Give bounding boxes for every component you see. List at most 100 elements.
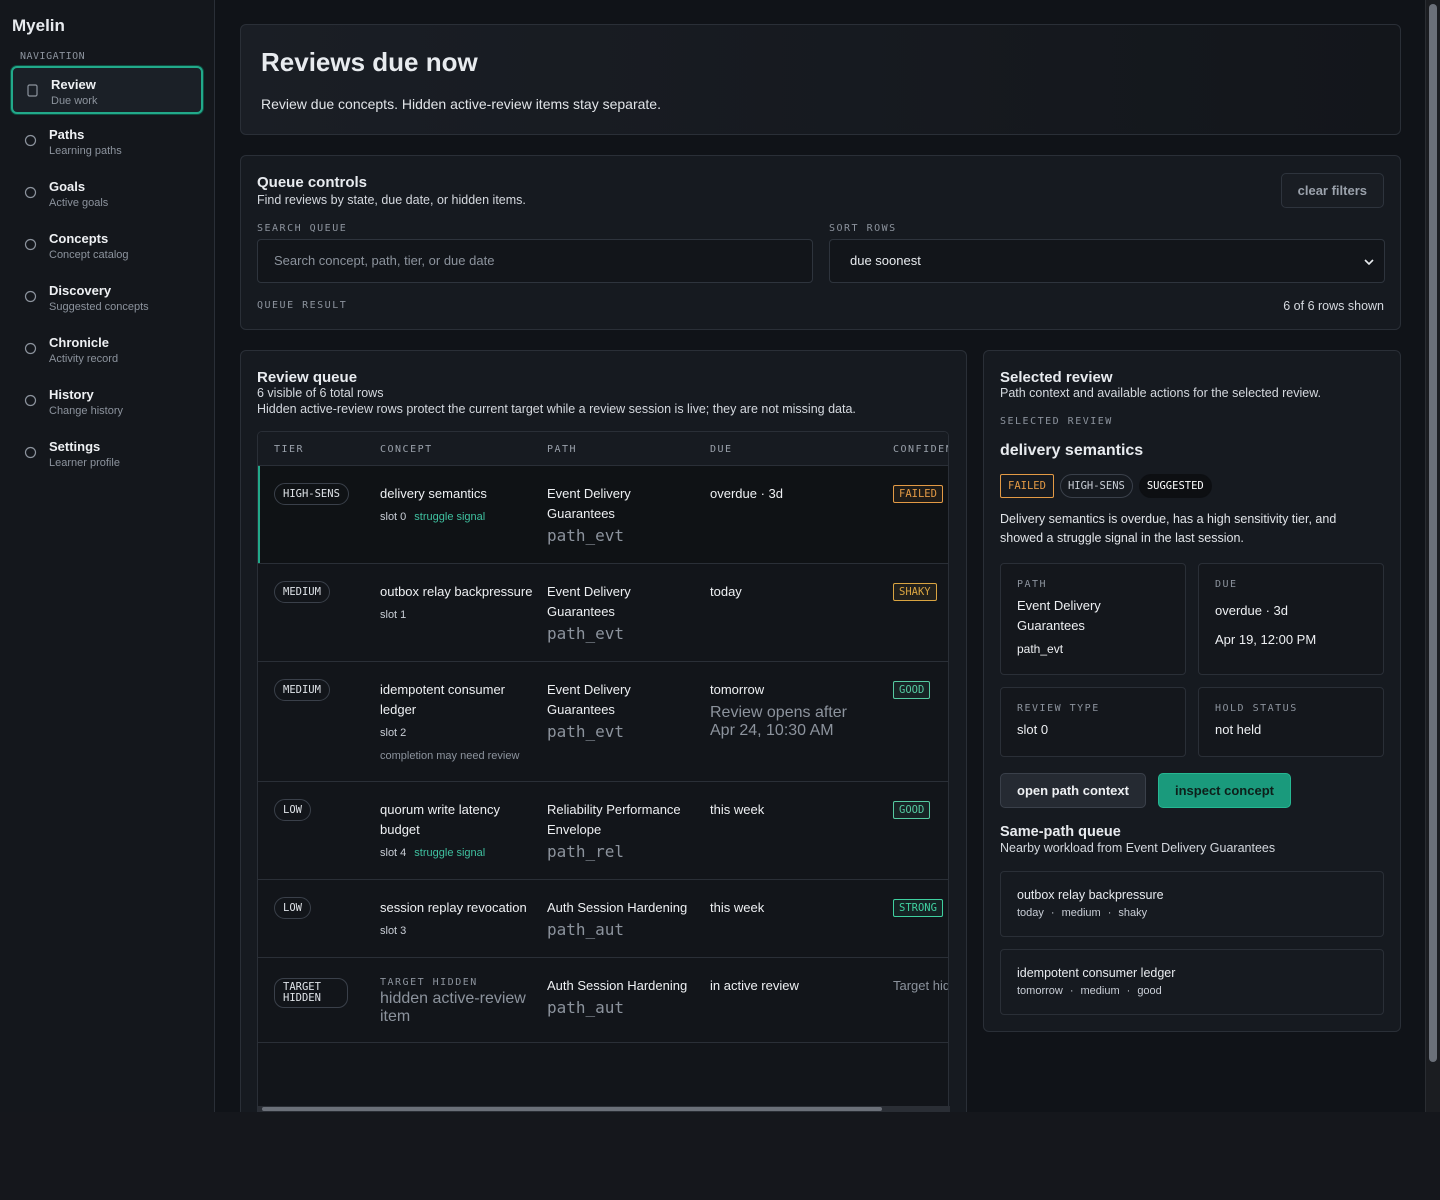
detail-label: REVIEW TYPE [1017, 703, 1100, 714]
clear-filters-button[interactable]: clear filters [1280, 173, 1384, 208]
header-card: Reviews due now Review due concepts. Hid… [240, 24, 1401, 135]
slot: slot 4 [380, 847, 407, 859]
due-cell: this week [710, 800, 893, 863]
column-header: DUE [710, 444, 733, 455]
meta-separator: · [1107, 907, 1112, 919]
nav-sub: Suggested concepts [49, 301, 149, 313]
controls-card: Queue controls Find reviews by state, du… [240, 155, 1401, 330]
sort-select[interactable]: due soonest [829, 239, 1385, 283]
nav-label: History [49, 387, 94, 402]
column-header: CONCEPT [380, 444, 433, 455]
selected-description: Path context and available actions for t… [1000, 386, 1322, 400]
nav-heading: NAVIGATION [20, 51, 86, 62]
confidence-cell: Target hidden [893, 976, 948, 1026]
detail-label: DUE [1215, 579, 1238, 590]
status-badge: SUGGESTED [1138, 474, 1212, 498]
selected-title: Selected review [1000, 369, 1113, 386]
same-path-item[interactable]: outbox relay backpressure today · medium · sh… [1000, 871, 1384, 937]
tier-cell: TARGET HIDDEN [274, 976, 380, 1026]
detail-label: PATH [1017, 579, 1048, 590]
brand: Myelin [12, 16, 65, 35]
path-id: path_evt [547, 526, 625, 545]
selected-summary: Delivery semantics is overdue, has a hig… [1000, 512, 1337, 545]
badge-row: FAILED HIGH-SENS SUGGESTED [1000, 474, 1212, 498]
controls-description: Find reviews by state, due date, or hidd… [257, 193, 526, 207]
meta-value: good [1137, 985, 1162, 997]
column-header: PATH [547, 444, 578, 455]
path-cell: Event Delivery Guarantees path_evt [547, 680, 710, 765]
open-path-button[interactable]: open path context [1000, 773, 1146, 808]
nav-item[interactable]: History Change history [11, 378, 203, 426]
tier-cell: MEDIUM [274, 581, 380, 645]
v-scroll-track [1425, 0, 1440, 1112]
nav-item[interactable]: Chronicle Activity record [11, 326, 203, 374]
confidence-cell: GOOD [893, 680, 948, 765]
inspect-concept-button[interactable]: inspect concept [1158, 773, 1291, 808]
nav-sub: Learner profile [49, 457, 120, 469]
same-path-item[interactable]: idempotent consumer ledger tomorrow · mediu… [1000, 949, 1384, 1015]
queue-row[interactable]: MEDIUM idempotent consumer ledger slot 2 co… [258, 662, 948, 782]
path-cell: Event Delivery Guarantees path_evt [547, 582, 710, 645]
meta-separator: · [1069, 985, 1074, 997]
nav-item[interactable]: Concepts Concept catalog [11, 222, 203, 270]
due: today [710, 584, 742, 599]
meta-value: medium [1080, 985, 1120, 997]
path-cell: Event Delivery Guarantees path_evt [547, 484, 710, 547]
queue-row[interactable]: TARGET HIDDEN TARGET HIDDEN hidden active-… [258, 958, 948, 1043]
tier-pill: LOW [274, 897, 311, 919]
nav-item[interactable]: Review Due work [11, 66, 203, 114]
nav-label: Review [51, 77, 96, 92]
nav-item[interactable]: Settings Learner profile [11, 430, 203, 478]
nav-icon [24, 342, 37, 355]
detail-label: HOLD STATUS [1215, 703, 1298, 714]
struggle-signal: struggle signal [414, 511, 486, 523]
page-description: Review due concepts. Hidden active-revie… [261, 96, 661, 112]
nav-sub: Change history [49, 405, 123, 417]
due: this week [710, 802, 765, 817]
confidence-badge: FAILED [893, 485, 943, 503]
nav-label: Concepts [49, 231, 109, 246]
row-note: completion may need review [380, 750, 520, 762]
nav-sub: Activity record [49, 353, 119, 365]
v-scroll-thumb [1429, 4, 1437, 1062]
due: tomorrow [710, 682, 765, 697]
path-id: path_aut [547, 998, 625, 1017]
nav-icon [27, 84, 38, 97]
due-cell: overdue · 3d [710, 484, 893, 547]
concept-cell: outbox relay backpressure slot 1 [380, 582, 547, 645]
tier-pill: TARGET HIDDEN [274, 978, 348, 1008]
detail-card: HOLD STATUS not held [1198, 687, 1384, 757]
path-id: path_evt [547, 624, 625, 643]
tier-pill: HIGH-SENS [274, 483, 349, 505]
queue-row[interactable]: MEDIUM outbox relay backpressure slot 1 Eve… [258, 564, 948, 662]
concept-cell: TARGET HIDDEN hidden active-review item [380, 976, 547, 1026]
nav-item[interactable]: Paths Learning paths [11, 118, 203, 166]
path-cell: Auth Session Hardening path_aut [547, 898, 710, 941]
queue-title: Review queue [257, 369, 358, 386]
slot: slot 1 [380, 609, 407, 621]
due: overdue · 3d [710, 486, 783, 501]
status-badge: FAILED [1000, 474, 1054, 498]
concept-cell: quorum write latency budget slot 4 struggl… [380, 800, 547, 863]
path-name: Event Delivery Guarantees [547, 682, 631, 717]
sidebar: Myelin NAVIGATION Review Due work Paths Lea… [0, 0, 215, 1112]
queue-row[interactable]: HIGH-SENS delivery semantics slot 0 struggl… [258, 466, 948, 564]
queue-row[interactable]: LOW session replay revocation slot 3 Auth S… [258, 880, 948, 958]
path-id: path_aut [547, 920, 625, 939]
same-path-name: outbox relay backpressure [1017, 888, 1164, 902]
meta-value: medium [1061, 907, 1101, 919]
path-cell: Reliability Performance Envelope path_rel [547, 800, 710, 863]
slot-line: slot 3 [380, 921, 535, 941]
search-input[interactable]: Search concept, path, tier, or due date [257, 239, 813, 283]
concept-cell: session replay revocation slot 3 [380, 898, 547, 941]
path-name: Reliability Performance Envelope [547, 802, 681, 837]
selected-concept: delivery semantics [1000, 442, 1144, 459]
nav-item[interactable]: Goals Active goals [11, 170, 203, 218]
concept-cell: delivery semantics slot 0 struggle signal [380, 484, 547, 547]
nav-icon [24, 394, 37, 407]
concept-name: outbox relay backpressure [380, 584, 533, 599]
nav-item[interactable]: Discovery Suggested concepts [11, 274, 203, 322]
queue-row[interactable]: LOW quorum write latency budget slot 4 stru… [258, 782, 948, 880]
